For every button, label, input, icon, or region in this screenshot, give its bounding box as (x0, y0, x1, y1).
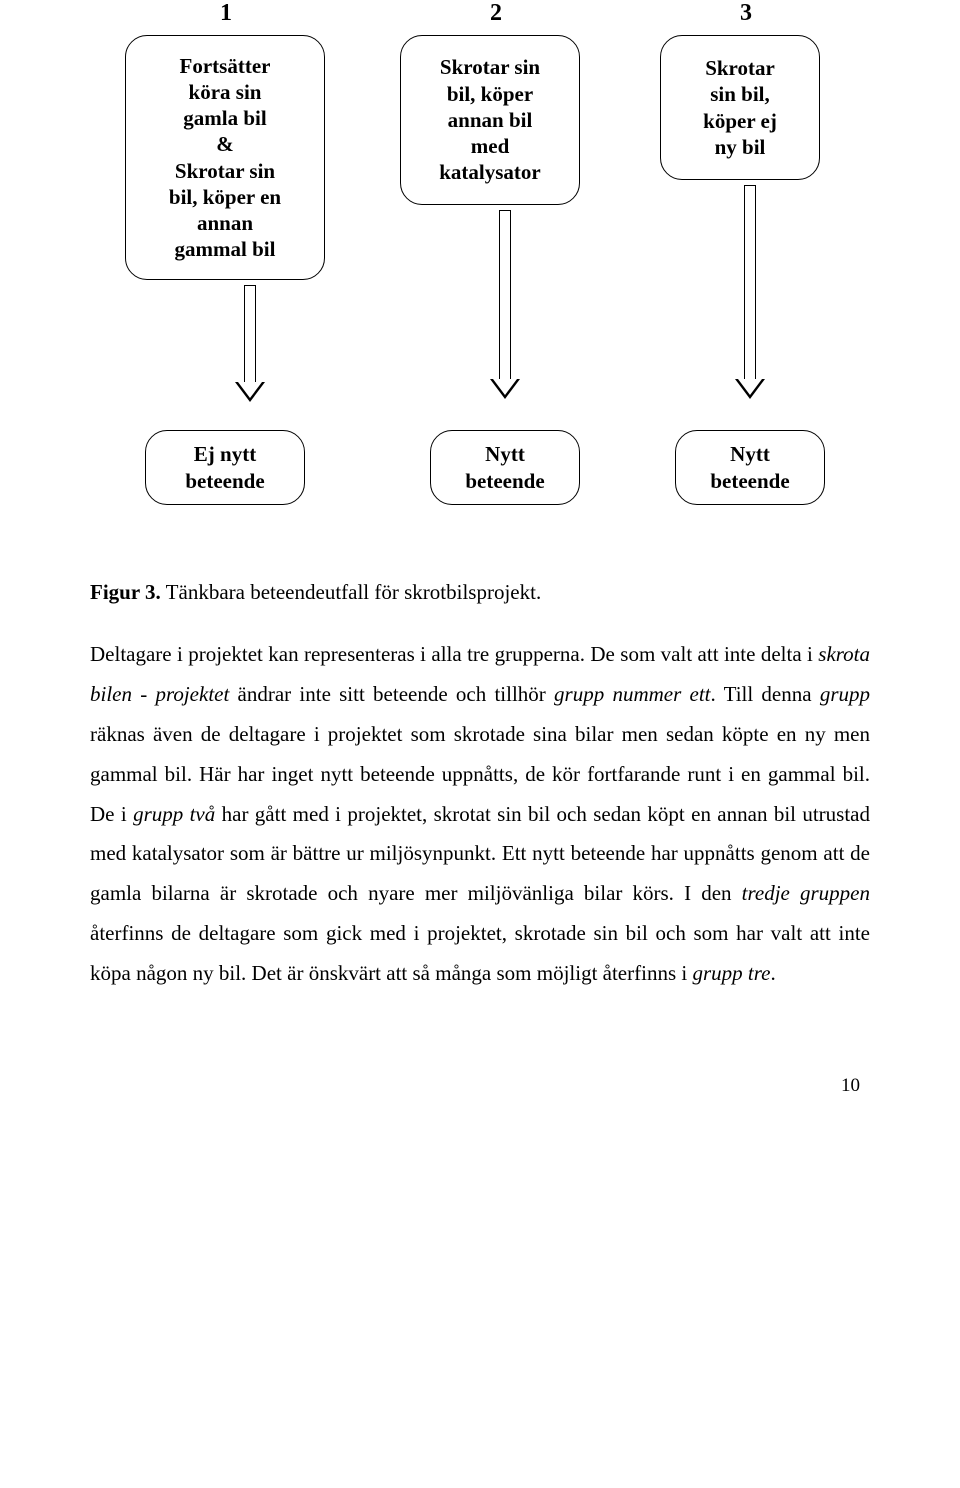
flow-diagram: 1 2 3 Fortsätter köra sin gamla bil & Sk… (90, 0, 870, 550)
top-box-1: Fortsätter köra sin gamla bil & Skrotar … (125, 35, 325, 280)
bottom-box-2-text: Nytt beteende (465, 441, 544, 494)
arrow-2 (490, 210, 520, 399)
bottom-box-1: Ej nytt beteende (145, 430, 305, 505)
col-number-1: 1 (220, 0, 232, 27)
bottom-box-1-text: Ej nytt beteende (185, 441, 264, 494)
figure-caption: Figur 3. Tänkbara beteendeutfall för skr… (90, 580, 870, 605)
figure-caption-label: Figur 3. (90, 580, 161, 604)
top-box-3-text: Skrotar sin bil, köper ej ny bil (703, 55, 777, 160)
top-box-3: Skrotar sin bil, köper ej ny bil (660, 35, 820, 180)
body-paragraph: Deltagare i projektet kan representeras … (90, 635, 870, 994)
arrow-1 (235, 285, 265, 402)
top-box-2: Skrotar sin bil, köper annan bil med kat… (400, 35, 580, 205)
page-number: 10 (0, 1055, 960, 1097)
bottom-box-3: Nytt beteende (675, 430, 825, 505)
top-box-2-text: Skrotar sin bil, köper annan bil med kat… (439, 54, 541, 185)
arrow-3 (735, 185, 765, 399)
col-number-2: 2 (490, 0, 502, 27)
col-number-3: 3 (740, 0, 752, 27)
figure-caption-text: Tänkbara beteendeutfall för skrotbilspro… (161, 580, 541, 604)
bottom-box-2: Nytt beteende (430, 430, 580, 505)
top-box-1-text: Fortsätter köra sin gamla bil & Skrotar … (169, 53, 281, 263)
bottom-box-3-text: Nytt beteende (710, 441, 789, 494)
